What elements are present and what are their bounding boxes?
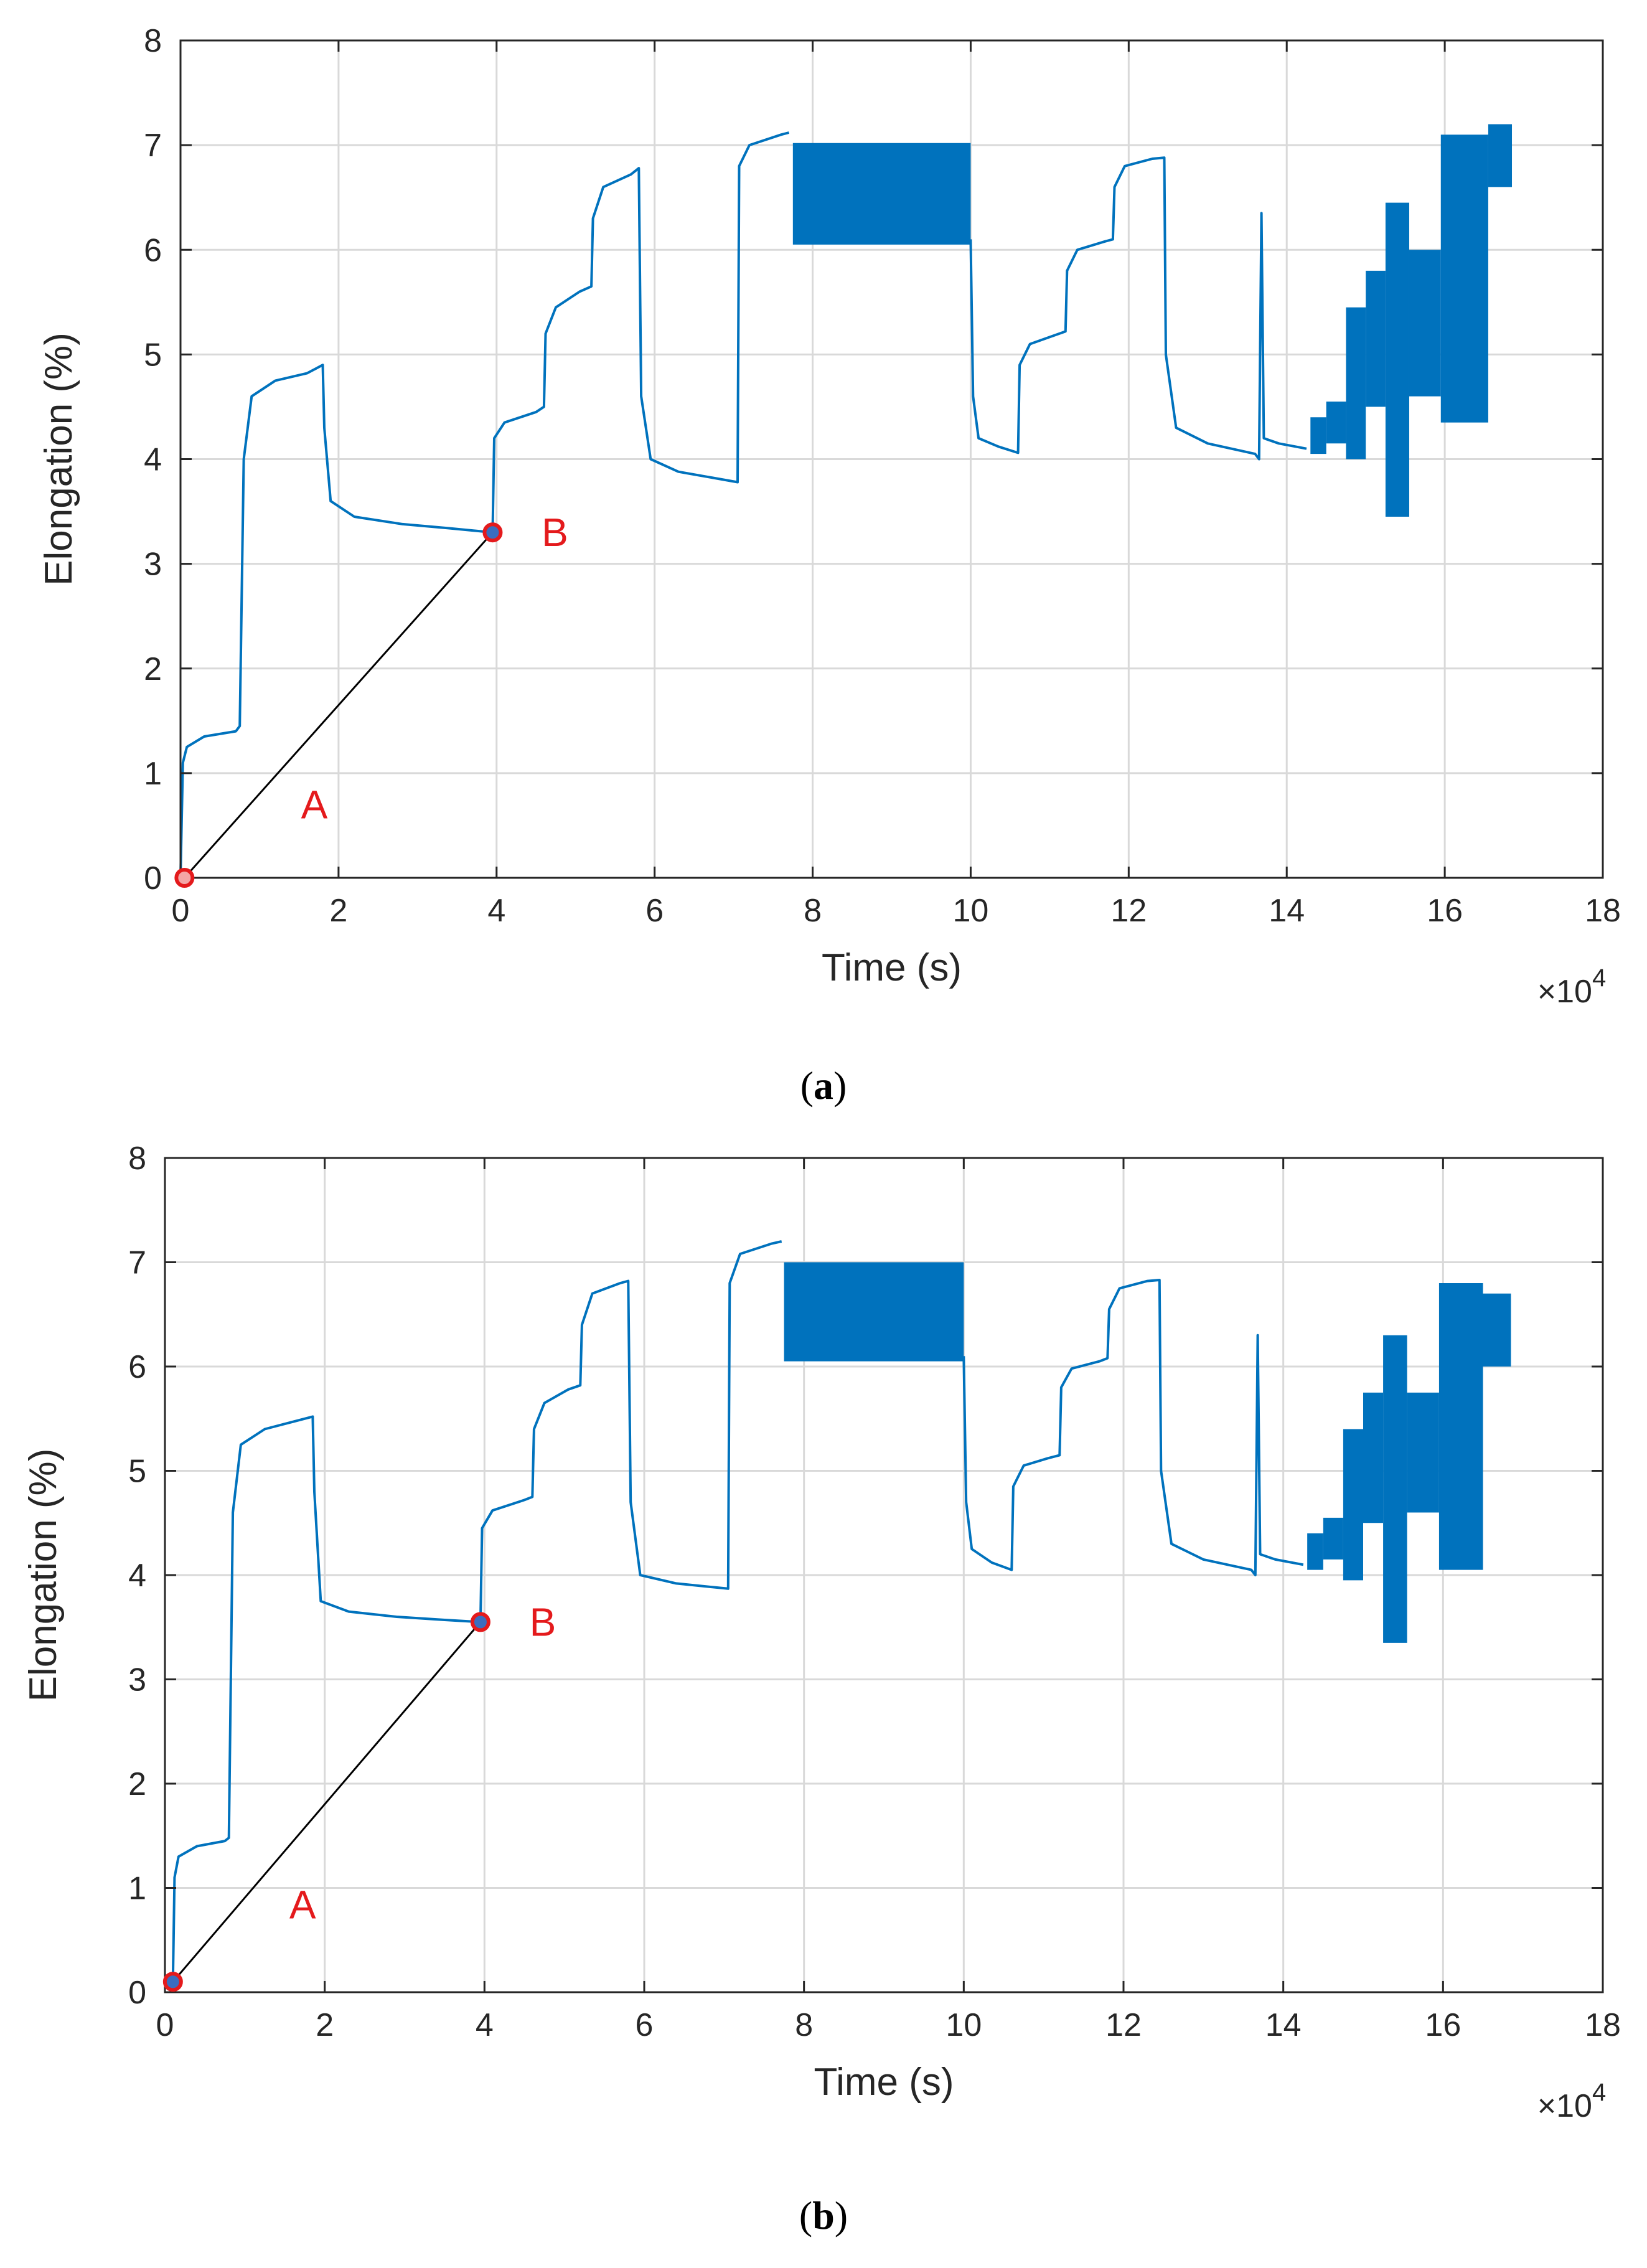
x-tick-label: 16	[1427, 893, 1463, 929]
oscillation-block	[1343, 1429, 1363, 1581]
caption-letter: b	[812, 2193, 835, 2237]
y-tick-label: 7	[144, 128, 162, 164]
y-tick-label: 1	[128, 1871, 146, 1907]
y-tick-label: 6	[144, 232, 162, 268]
oscillation-block	[1307, 1533, 1323, 1570]
y-tick-label: 5	[128, 1454, 146, 1490]
x-exponent-power: 4	[1592, 2079, 1606, 2106]
point-b-marker	[470, 1612, 490, 1632]
caption-close: )	[833, 1063, 847, 1108]
x-tick-label: 2	[316, 2007, 334, 2043]
y-tick-label: 8	[128, 1141, 146, 1177]
label-a: A	[301, 783, 328, 827]
oscillation-block	[1407, 1392, 1439, 1513]
segment-a-b	[172, 1621, 482, 1983]
x-exponent-power: 4	[1592, 964, 1606, 992]
x-tick-label: 2	[329, 893, 347, 929]
oscillation-band	[784, 1262, 964, 1362]
x-tick-label: 14	[1269, 893, 1305, 929]
x-tick-label: 18	[1585, 2007, 1621, 2043]
oscillation-block	[1366, 270, 1386, 407]
x-tick-label: 8	[804, 893, 822, 929]
series-line-segment-2	[962, 1279, 1304, 1576]
caption-open: (	[799, 2193, 812, 2237]
y-tick-label: 3	[144, 547, 162, 583]
y-tick-label: 0	[144, 860, 162, 896]
y-tick-label: 4	[128, 1558, 146, 1594]
y-tick-label: 4	[144, 442, 162, 478]
x-tick-label: 0	[172, 893, 190, 929]
oscillation-block	[1310, 417, 1326, 454]
caption-letter: a	[814, 1063, 833, 1108]
x-exponent-base: ×10	[1537, 2088, 1592, 2124]
x-axis-title: Time (s)	[822, 946, 962, 989]
x-tick-label: 18	[1585, 893, 1621, 929]
y-tick-label: 8	[144, 23, 162, 59]
x-tick-label: 4	[476, 2007, 494, 2043]
x-tick-label: 14	[1265, 2007, 1302, 2043]
series-line-segment-1	[171, 1240, 782, 1982]
oscillation-block	[1483, 1293, 1511, 1367]
y-tick-label: 3	[128, 1662, 146, 1698]
caption-open: (	[800, 1063, 814, 1108]
x-tick-label: 10	[953, 893, 989, 929]
x-tick-label: 6	[645, 893, 664, 929]
x-tick-label: 12	[1110, 893, 1147, 929]
y-tick-label: 2	[128, 1766, 146, 1802]
oscillation-band	[792, 143, 971, 245]
oscillation-block	[1326, 402, 1346, 444]
panel-caption: (a)	[800, 1063, 847, 1108]
x-axis-title: Time (s)	[814, 2061, 954, 2104]
x-tick-label: 16	[1425, 2007, 1461, 2043]
oscillation-block	[1383, 1335, 1407, 1643]
x-exponent-label: ×104	[1537, 964, 1606, 1010]
x-tick-label: 6	[636, 2007, 654, 2043]
oscillation-block	[1488, 124, 1513, 187]
series-line-segment-1	[179, 131, 790, 878]
oscillation-block	[1438, 1283, 1483, 1570]
point-a-marker	[162, 1972, 183, 1992]
y-tick-label: 7	[128, 1245, 146, 1281]
y-tick-label: 6	[128, 1349, 146, 1385]
x-exponent-base: ×10	[1537, 974, 1592, 1010]
y-axis-title: Elongation (%)	[37, 332, 80, 586]
x-tick-label: 8	[795, 2007, 813, 2043]
label-b: B	[542, 510, 568, 555]
y-tick-label: 0	[128, 1975, 146, 2011]
panel-caption: (b)	[799, 2193, 848, 2237]
segment-a-b	[184, 532, 494, 878]
y-tick-label: 2	[144, 651, 162, 687]
series-line-segment-2	[969, 156, 1307, 461]
oscillation-block	[1363, 1392, 1384, 1523]
oscillation-block	[1440, 134, 1488, 423]
point-b-marker	[482, 522, 503, 543]
x-tick-label: 10	[946, 2007, 982, 2043]
oscillation-block	[1346, 307, 1366, 459]
label-a: A	[289, 1882, 316, 1927]
y-axis-title: Elongation (%)	[22, 1449, 65, 1702]
x-exponent-label: ×104	[1537, 2079, 1606, 2124]
label-b: B	[530, 1599, 556, 1644]
caption-close: )	[835, 2193, 848, 2237]
oscillation-block	[1409, 250, 1441, 397]
x-tick-label: 12	[1105, 2007, 1142, 2043]
oscillation-block	[1323, 1517, 1343, 1560]
x-tick-label: 4	[487, 893, 505, 929]
y-tick-label: 1	[144, 756, 162, 792]
x-tick-label: 0	[156, 2007, 174, 2043]
y-tick-label: 5	[144, 337, 162, 373]
oscillation-block	[1385, 202, 1409, 517]
point-a-marker	[174, 868, 195, 888]
